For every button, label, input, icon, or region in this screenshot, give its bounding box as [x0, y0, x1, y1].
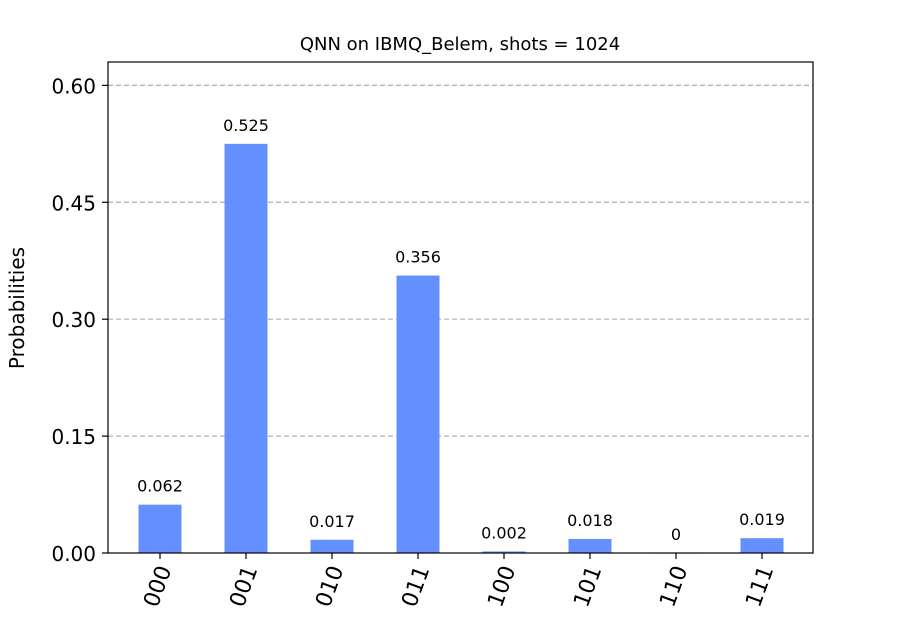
- bar-101: [568, 538, 612, 553]
- y-axis-ticks: 0.00 0.15 0.30 0.45 0.60: [51, 74, 108, 566]
- plot-frame: [107, 61, 814, 554]
- bar-011: [396, 275, 440, 553]
- bar-value-label: 0.002: [481, 523, 527, 542]
- x-axis-ticks: 000 001 010 011 100 101 110 111: [139, 553, 779, 611]
- chart-title: QNN on IBMQ_Belem, shots = 1024: [300, 34, 620, 55]
- x-tick-label: 001: [225, 563, 263, 611]
- x-tick-label: 010: [311, 563, 349, 611]
- y-tick-label: 0.15: [51, 425, 96, 449]
- x-tick-label: 011: [397, 563, 435, 611]
- grid-lines: [108, 84, 813, 437]
- bar-value-label: 0.018: [567, 511, 613, 530]
- x-tick-label: 110: [655, 563, 693, 611]
- bar-value-labels: 0.062 0.525 0.017 0.356 0.002 0.018 0 0.019: [137, 116, 785, 544]
- bar-000: [138, 504, 182, 553]
- bar-value-label: 0.019: [739, 510, 785, 529]
- bar-value-label: 0.356: [395, 248, 441, 267]
- y-tick-label: 0.45: [51, 191, 96, 215]
- x-tick-label: 101: [569, 563, 607, 611]
- bars: [138, 143, 784, 554]
- y-axis-label: Probabilities: [5, 247, 29, 369]
- y-tick-label: 0.00: [51, 542, 96, 566]
- bar-value-label: 0.525: [223, 116, 269, 135]
- bar-100: [482, 551, 526, 553]
- x-tick-label: 000: [139, 563, 177, 611]
- x-tick-label: 111: [741, 563, 779, 611]
- y-tick-label: 0.60: [51, 74, 96, 98]
- bar-001: [224, 143, 268, 554]
- bar-value-label: 0.062: [137, 477, 183, 496]
- bar-111: [740, 538, 784, 553]
- x-tick-label: 100: [483, 563, 521, 611]
- bar-010: [310, 539, 354, 553]
- bar-value-label: 0: [671, 525, 681, 544]
- y-tick-label: 0.30: [51, 308, 96, 332]
- bar-value-label: 0.017: [309, 512, 355, 531]
